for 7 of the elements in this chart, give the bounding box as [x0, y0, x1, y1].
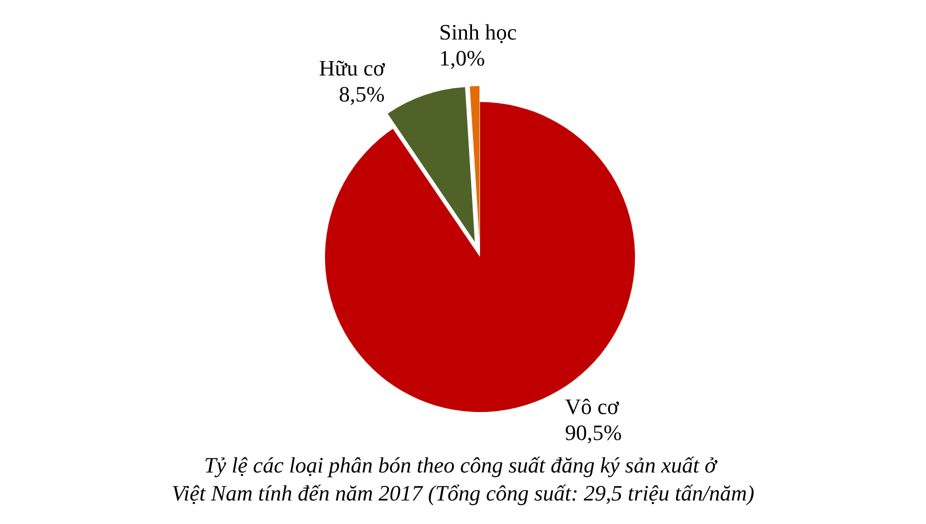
data-label: 90,5%: [564, 420, 622, 445]
slice-label: Vô cơ: [564, 394, 620, 419]
data-label: 1,0%: [439, 46, 485, 71]
data-label: 8,5%: [338, 82, 385, 107]
slice-label: Sinh học: [439, 20, 518, 45]
text: Tỷ lệ các loại phân bón theo công suất đăng ký sản xuất ở Việt Nam tính đến năm 2017 (Tổng công suất: 29,5 triệu tấn/năm): [172, 452, 754, 506]
slice-label: Hữu cơ: [319, 56, 386, 81]
